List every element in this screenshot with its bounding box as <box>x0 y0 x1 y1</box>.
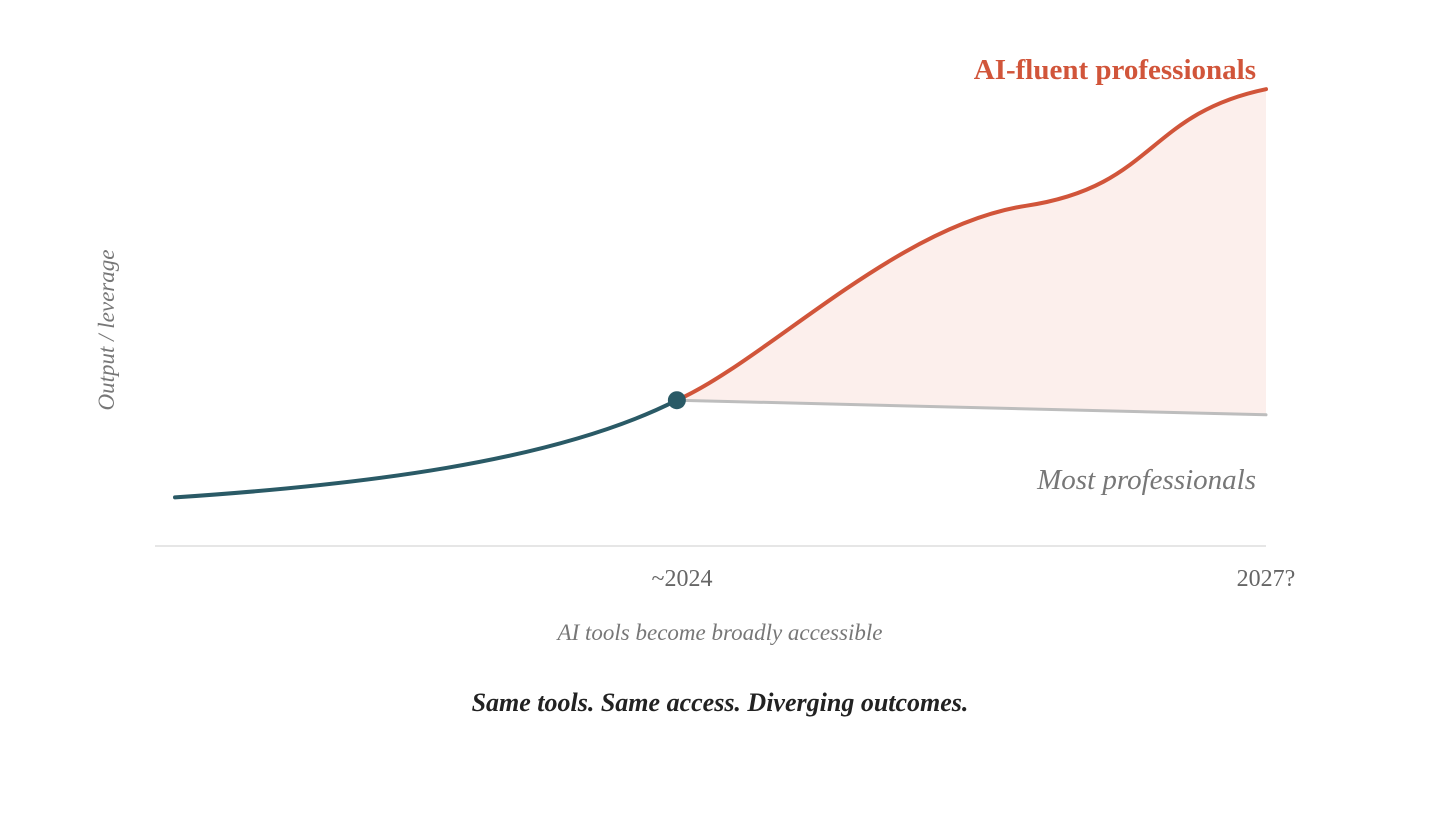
most-professionals-series-label: Most professionals <box>1036 464 1256 496</box>
x-tick-label-2024: ~2024 <box>652 566 713 592</box>
ai-fluent-curve <box>674 87 1268 403</box>
x-tick-label-2027: 2027? <box>1237 566 1296 592</box>
x-axis-annotation: AI tools become broadly accessible <box>556 620 883 645</box>
baseline-curve <box>173 398 679 500</box>
ai-fluent-series-label: AI-fluent professionals <box>974 54 1256 86</box>
divergence-fill-area <box>676 89 1266 415</box>
y-axis-label: Output / leverage <box>94 250 119 411</box>
inflection-point-marker <box>667 391 686 410</box>
most-professionals-curve <box>675 398 1268 417</box>
chart-caption: Same tools. Same access. Diverging outco… <box>472 688 969 717</box>
